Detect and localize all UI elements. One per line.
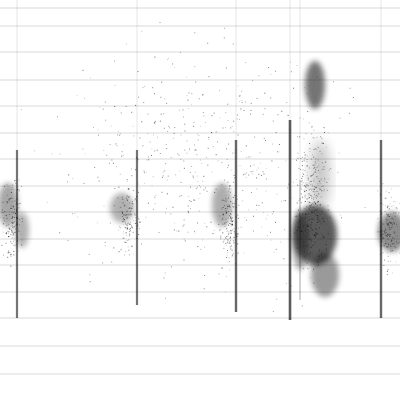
noise-overlay (0, 0, 400, 320)
